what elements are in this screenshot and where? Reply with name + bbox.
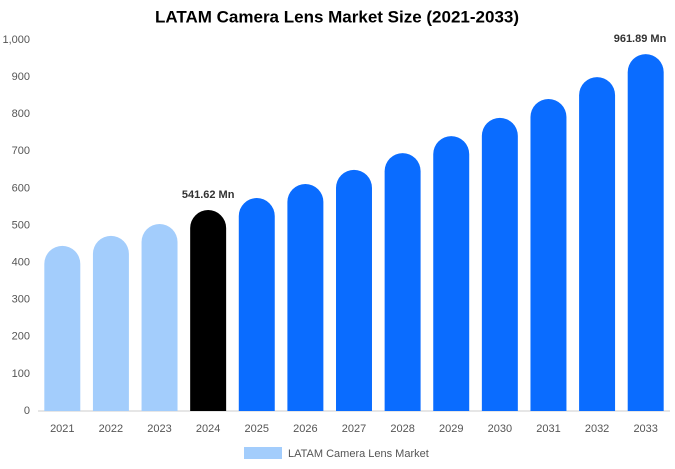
x-tick-label: 2024: [196, 423, 220, 435]
x-tick-label: 2026: [293, 423, 317, 435]
y-tick-label: 600: [12, 182, 30, 194]
y-tick-label: 400: [12, 257, 30, 269]
x-tick-label: 2027: [342, 423, 366, 435]
y-tick-label: 1,000: [2, 34, 30, 46]
value-label: 961.89 Mn: [614, 33, 667, 45]
x-tick-label: 2029: [439, 423, 463, 435]
x-tick-label: 2031: [536, 423, 560, 435]
bar: [433, 136, 470, 412]
legend-swatch: [244, 447, 282, 459]
y-tick-label: 700: [12, 145, 30, 157]
bar: [141, 224, 178, 411]
bar: [384, 153, 421, 411]
bar: [238, 198, 275, 411]
x-tick-label: 2028: [390, 423, 414, 435]
y-tick-label: 800: [12, 108, 30, 120]
x-tick-label: 2032: [585, 423, 609, 435]
value-label: 541.62 Mn: [182, 189, 235, 201]
x-tick-label: 2022: [99, 423, 123, 435]
x-tick-label: 2025: [245, 423, 269, 435]
y-tick-label: 0: [24, 405, 30, 417]
bar: [44, 245, 81, 411]
bar: [92, 235, 129, 411]
bar: [579, 77, 616, 412]
bar: [287, 183, 324, 411]
bar: [190, 210, 227, 411]
bar: [627, 54, 664, 412]
bar: [336, 169, 372, 411]
y-tick-label: 500: [12, 219, 30, 231]
y-tick-label: 100: [12, 368, 30, 380]
legend-label: LATAM Camera Lens Market: [288, 448, 429, 460]
y-tick-label: 200: [12, 331, 30, 343]
bar: [481, 117, 518, 411]
y-tick-label: 300: [12, 294, 30, 306]
x-tick-label: 2033: [633, 423, 657, 435]
x-tick-label: 2030: [488, 423, 512, 435]
y-tick-label: 900: [12, 71, 30, 83]
chart-title: LATAM Camera Lens Market Size (2021-2033…: [155, 7, 519, 26]
x-tick-label: 2021: [50, 423, 74, 435]
x-tick-label: 2023: [147, 423, 171, 435]
bar: [530, 98, 567, 412]
